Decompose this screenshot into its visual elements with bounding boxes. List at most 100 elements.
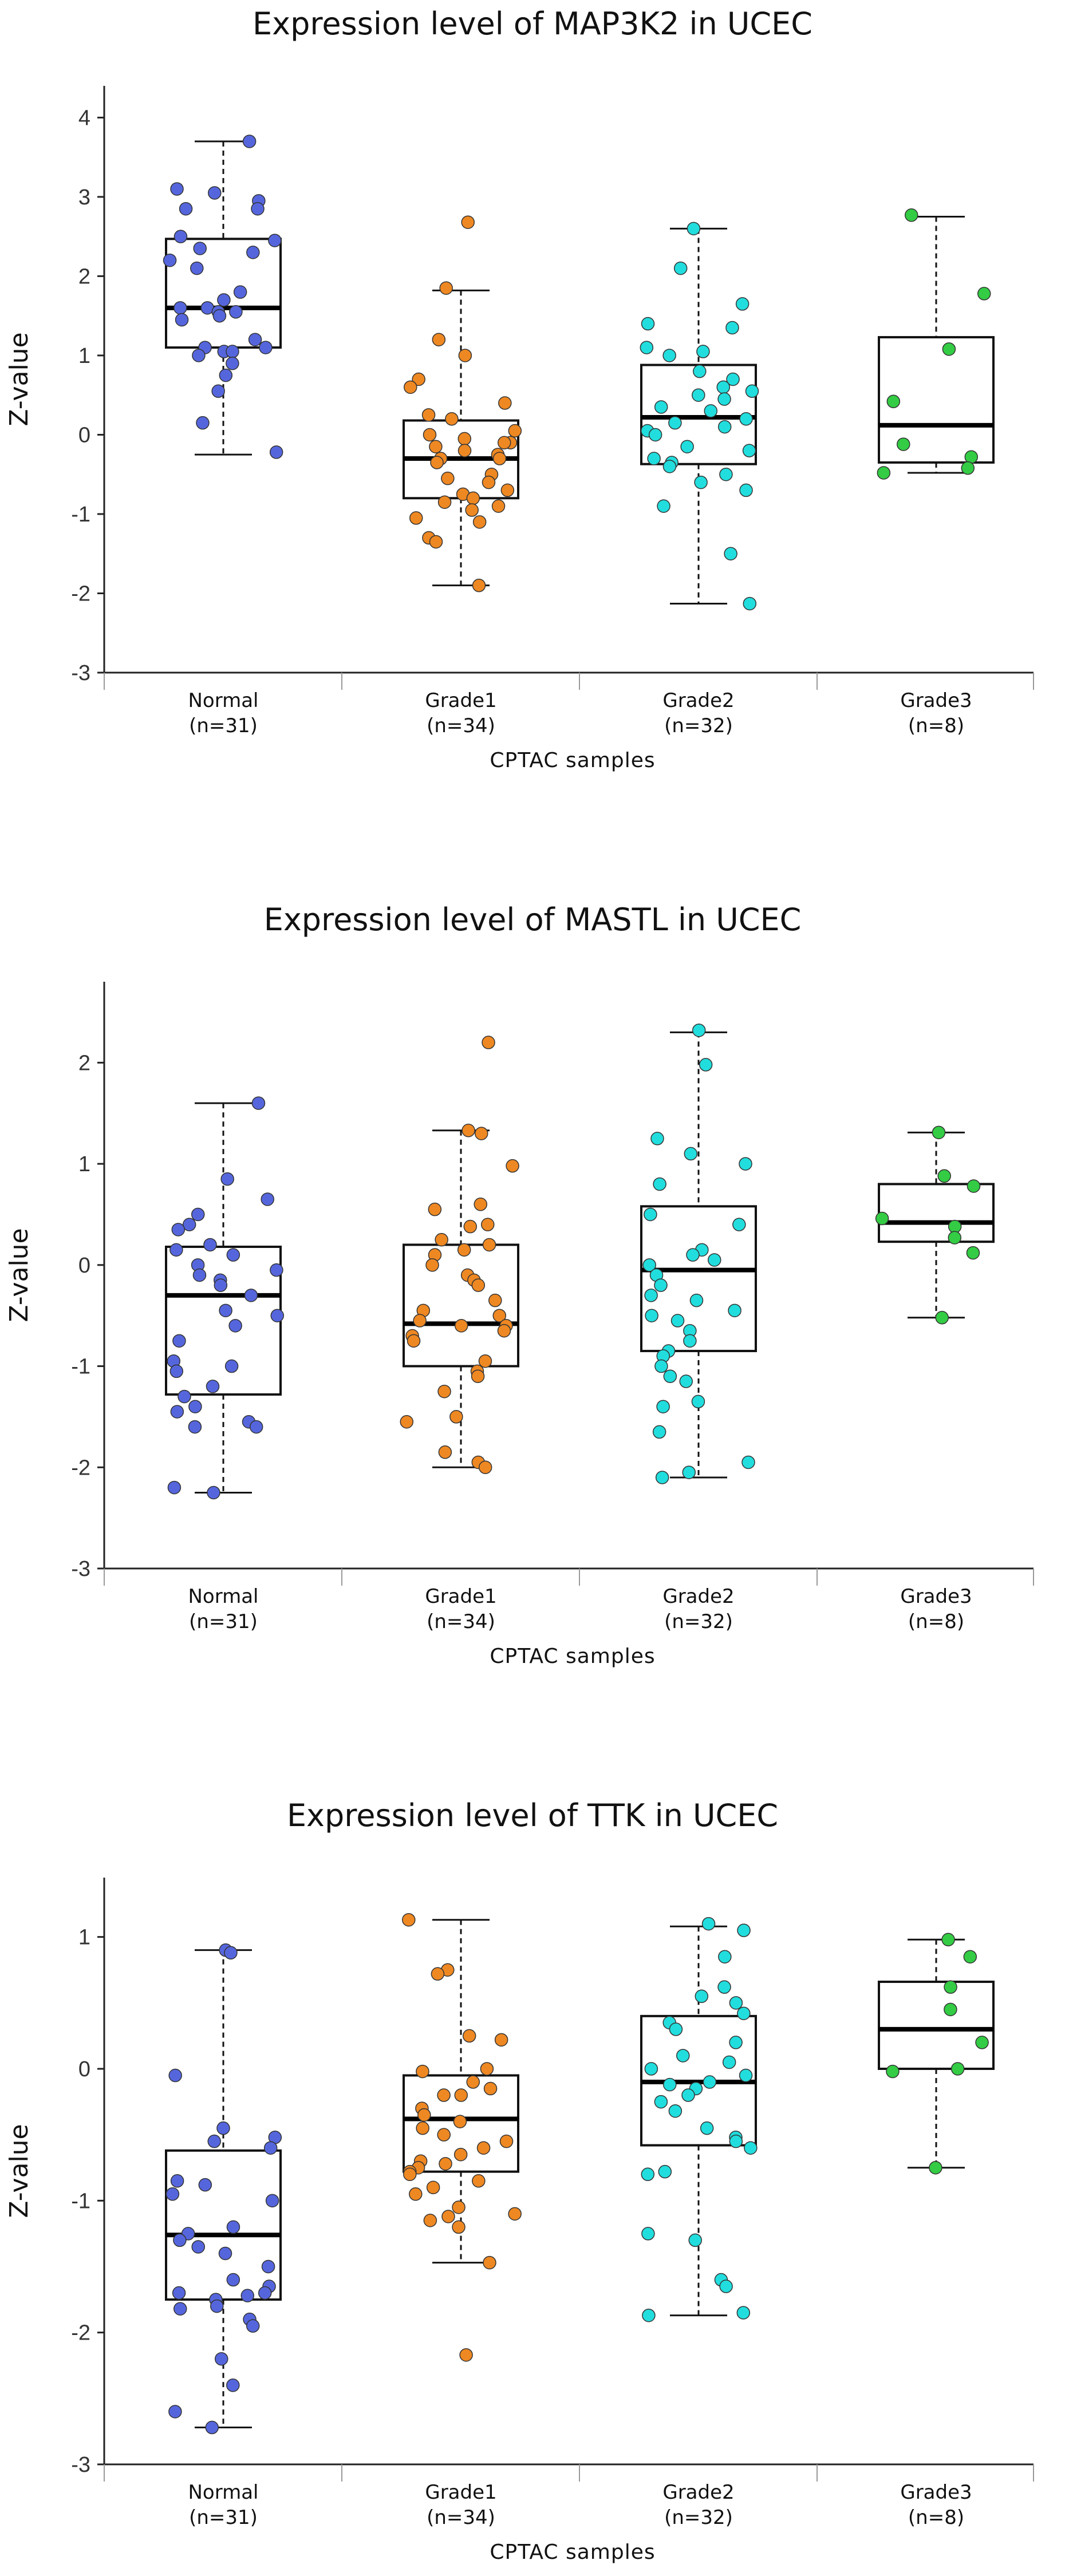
data-point: [669, 2022, 683, 2036]
data-point: [498, 396, 512, 410]
data-point: [228, 1319, 242, 1333]
data-point: [171, 1223, 186, 1236]
x-tick-label: Normal: [188, 2481, 258, 2504]
data-point: [217, 293, 231, 307]
data-point: [219, 368, 233, 382]
data-point: [886, 394, 901, 409]
data-point: [404, 380, 417, 394]
data-point: [679, 1374, 693, 1388]
iqr-box: [165, 2149, 282, 2301]
data-point: [173, 301, 187, 315]
data-point: [944, 2002, 957, 2017]
data-point: [206, 1380, 220, 1393]
data-point: [198, 2178, 212, 2192]
data-point: [694, 475, 708, 489]
x-axis-label: CPTAC samples: [490, 2541, 655, 2564]
y-tick-label: 0: [78, 1254, 90, 1278]
data-point: [494, 2033, 508, 2047]
data-point: [728, 1303, 741, 1318]
data-point: [192, 349, 206, 362]
data-point: [497, 1323, 511, 1338]
data-point: [168, 2405, 182, 2419]
data-point: [244, 1289, 258, 1302]
data-point: [937, 1169, 951, 1183]
data-point: [719, 467, 733, 481]
data-point: [173, 2233, 187, 2247]
y-tick-label: 0: [78, 2057, 90, 2081]
data-point: [416, 2064, 429, 2079]
data-point: [167, 1480, 182, 1495]
data-point: [483, 2255, 496, 2270]
data-point: [453, 2115, 467, 2128]
y-tick-label: 4: [78, 106, 90, 130]
data-point: [650, 1132, 664, 1145]
data-point: [670, 1314, 685, 1327]
data-point: [935, 1310, 949, 1325]
iqr-box: [165, 1246, 282, 1396]
data-point: [270, 1263, 283, 1277]
data-point: [977, 287, 991, 301]
y-tick-label: -1: [71, 503, 90, 527]
data-point: [964, 450, 979, 464]
data-point: [944, 1980, 957, 1994]
x-tick-count: (n=34): [427, 2506, 495, 2529]
data-point: [246, 2319, 260, 2333]
y-tick-label: 1: [78, 1926, 90, 1950]
data-point: [652, 1425, 666, 1439]
data-point: [423, 2214, 437, 2227]
y-tick-label: -3: [71, 1557, 90, 1581]
data-point: [668, 416, 682, 430]
data-point: [680, 440, 694, 453]
data-point: [168, 2068, 182, 2083]
data-point: [211, 384, 225, 398]
data-point: [269, 445, 283, 459]
data-point: [431, 1967, 445, 1981]
data-point: [655, 1471, 669, 1484]
data-point: [482, 1036, 495, 1049]
data-point: [905, 208, 918, 222]
x-tick-count: (n=32): [664, 714, 733, 737]
data-point: [172, 2286, 186, 2300]
data-point: [445, 412, 459, 426]
data-point: [641, 317, 655, 331]
data-point: [737, 1923, 751, 1937]
data-point: [220, 1172, 234, 1186]
data-point: [454, 1319, 468, 1333]
data-point: [499, 2134, 514, 2148]
data-point: [465, 503, 479, 517]
data-point: [739, 1157, 752, 1171]
y-axis-label: Z-value: [5, 1228, 34, 1322]
data-point: [673, 261, 688, 275]
y-tick-label: -3: [71, 661, 90, 685]
data-point: [173, 230, 188, 243]
data-point: [696, 345, 710, 358]
data-point: [640, 341, 654, 354]
data-point: [724, 547, 737, 560]
data-point: [437, 2088, 451, 2102]
data-point: [226, 2379, 240, 2392]
data-point: [483, 2081, 498, 2096]
chart-title: Expression level of MASTL in UCEC: [264, 902, 802, 938]
data-point: [645, 1309, 658, 1322]
data-point: [929, 2160, 942, 2175]
data-point: [491, 499, 506, 513]
y-tick-label: -1: [71, 2189, 90, 2213]
data-point: [875, 1211, 889, 1226]
data-point: [214, 1278, 228, 1292]
data-point: [233, 285, 247, 299]
data-point: [508, 2207, 522, 2221]
data-point: [641, 2167, 655, 2182]
data-point: [741, 1455, 755, 1469]
group-normal: Normal(n=31): [165, 1096, 285, 1633]
data-point: [196, 416, 210, 430]
data-point: [476, 2141, 491, 2155]
data-point: [656, 1400, 670, 1413]
x-tick-count: (n=31): [189, 2506, 258, 2529]
data-point: [461, 215, 475, 229]
data-point: [207, 1485, 220, 1500]
x-axis-label: CPTAC samples: [490, 1645, 655, 1668]
data-point: [229, 305, 243, 319]
data-point: [226, 1248, 240, 1262]
data-point: [506, 1159, 519, 1173]
data-point: [169, 1364, 184, 1378]
